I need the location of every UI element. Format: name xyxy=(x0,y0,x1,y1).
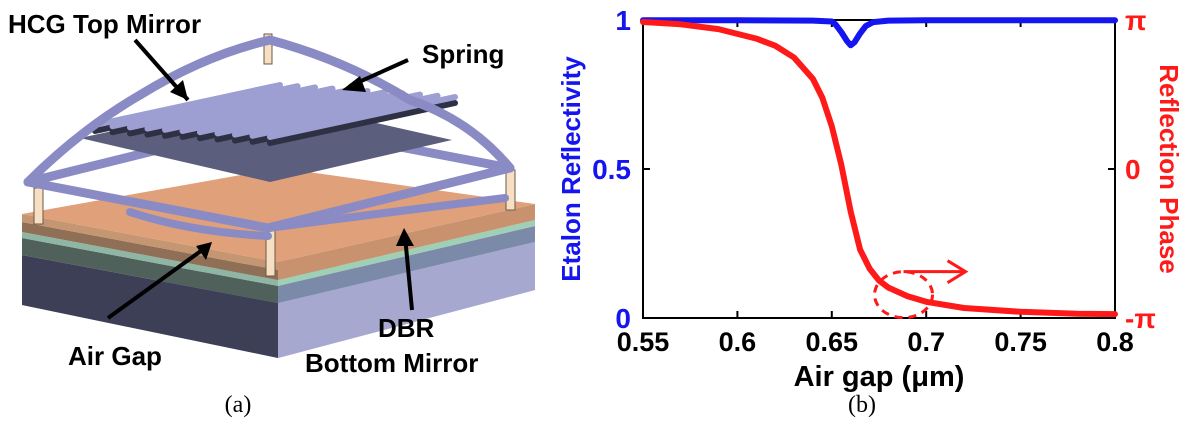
y-axis-label: Etalon Reflectivity xyxy=(556,56,586,282)
y2-tick-label: 0 xyxy=(1125,154,1141,185)
dbr-layer-brown xyxy=(22,222,278,280)
dbr-layer-green xyxy=(22,232,278,286)
annotation-arrow-head xyxy=(946,259,969,284)
label-dbr: DBR xyxy=(378,313,435,343)
spring-front-right xyxy=(264,194,509,232)
post-front-left xyxy=(33,187,44,225)
y-tick-label: 0 xyxy=(615,303,631,334)
caption-a: (a) xyxy=(225,392,252,418)
callout-arrows xyxy=(106,38,414,320)
dbr-layer-tan xyxy=(22,214,278,270)
substrate-left-face xyxy=(22,255,278,358)
spring-back-right xyxy=(265,35,415,105)
y-tick-label: 1 xyxy=(615,5,631,36)
grating-bar xyxy=(162,86,353,133)
grating-bars xyxy=(92,82,458,146)
caption-b: (b) xyxy=(848,392,876,418)
dbr-layer-dark xyxy=(22,238,278,303)
device-illustration xyxy=(22,33,535,358)
grating-bar xyxy=(197,89,388,136)
arrow-dbr xyxy=(403,235,414,311)
x-tick-label: 0.75 xyxy=(994,327,1047,357)
post-right xyxy=(505,169,516,211)
arrow-airgap-head xyxy=(196,242,212,260)
y-tick-label: 0.5 xyxy=(592,154,631,185)
series-etalon-reflectivity xyxy=(640,17,1118,49)
arrow-dbr-head xyxy=(396,228,414,246)
post-back xyxy=(263,33,273,65)
label-bottom-mirror: Bottom Mirror xyxy=(305,348,478,378)
grating-bar xyxy=(179,88,371,134)
chart: 0.55 0.6 0.65 0.7 0.75 0.8 0 0.5 1 -π 0 π Air gap (μ… xyxy=(556,5,1184,393)
arrow-spring-head xyxy=(342,76,366,92)
x-tick-label: 0.6 xyxy=(719,327,757,357)
y2-axis-label: Reflection Phase xyxy=(1154,64,1184,274)
spring-right xyxy=(405,95,515,173)
y2-tick-label: -π xyxy=(1125,303,1156,334)
arrow-airgap xyxy=(106,246,207,320)
grating-bar xyxy=(127,84,318,131)
x-tick-label: 0.8 xyxy=(1096,327,1134,357)
label-air-gap: Air Gap xyxy=(68,341,162,371)
x-tick-label: 0.55 xyxy=(617,327,670,357)
annotation-dashed-ellipse xyxy=(873,270,935,320)
label-hcg-top-mirror: HCG Top Mirror xyxy=(8,9,201,39)
spring-back-left xyxy=(135,35,275,100)
grating-bar xyxy=(232,91,423,138)
spring-front-left xyxy=(126,208,272,240)
x-tick-label: 0.7 xyxy=(907,327,945,357)
grating-bar xyxy=(144,85,336,132)
plot-frame xyxy=(642,19,1116,319)
spring-left xyxy=(23,90,145,187)
grating-bar xyxy=(214,90,406,137)
substrate-right-face xyxy=(278,242,535,358)
y2-tick-label: π xyxy=(1125,5,1146,36)
x-axis-label: Air gap (μm) xyxy=(794,361,965,393)
x-tick-label: 0.65 xyxy=(806,327,859,357)
series-reflection-phase xyxy=(640,19,1118,318)
grating-bar xyxy=(92,82,283,128)
grating-bar xyxy=(109,83,301,130)
label-spring: Spring xyxy=(422,39,504,69)
arrow-hcg-head xyxy=(170,80,188,100)
